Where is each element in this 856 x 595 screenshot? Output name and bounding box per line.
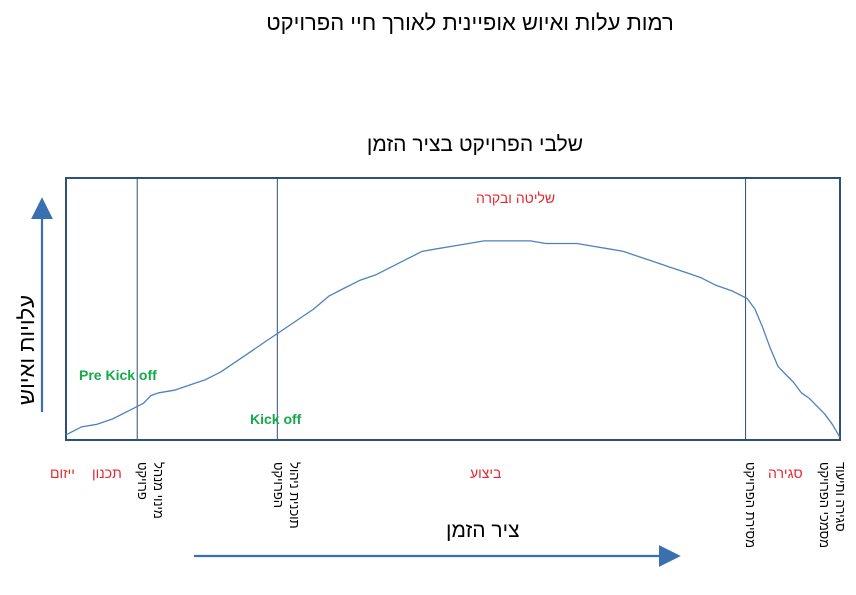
milestone-docs: סגירה ותיעוד מסמכי הפרויקט: [816, 462, 848, 548]
page-title: רמות עלות ואיוש אופיינית לאורך חיי הפרוי…: [266, 10, 674, 35]
phase-initiation: ייזום: [50, 465, 75, 481]
phase-closing: סגירה: [768, 465, 803, 481]
pre-kickoff-label: Pre Kick off: [79, 367, 157, 383]
milestone-docs-line2: מסמכי הפרויקט: [817, 462, 832, 549]
phase-planning: תכנון: [92, 465, 122, 481]
plot-frame: [65, 177, 841, 441]
milestone-plan-line2: הפרויקט: [271, 462, 286, 509]
milestone-manager-line2: פרויקט: [135, 462, 150, 500]
cost-staffing-curve: [65, 240, 841, 438]
milestone-handover-line1: מסירת הפרויקט: [743, 462, 758, 549]
chart-subtitle: שלבי הפרויקט בציר הזמן: [366, 133, 584, 156]
milestone-manager-line1: מינוי מנהל: [151, 462, 166, 519]
x-axis-label: ציר הזמן: [446, 519, 520, 542]
control-label: שליטה ובקרה: [476, 190, 556, 206]
y-axis-label: עלויות ואיוש: [14, 295, 39, 405]
milestone-docs-line1: סגירה ותיעוד: [833, 462, 848, 532]
kickoff-label: Kick off: [250, 411, 302, 427]
milestone-handover: מסירת הפרויקט: [742, 462, 758, 548]
milestone-plan-line1: תוכנית ניהול: [287, 462, 302, 529]
phase-execution: ביצוע: [470, 465, 502, 481]
milestone-plan: תוכנית ניהול הפרויקט: [270, 462, 302, 529]
milestone-manager: מינוי מנהל פרויקט: [134, 462, 166, 519]
